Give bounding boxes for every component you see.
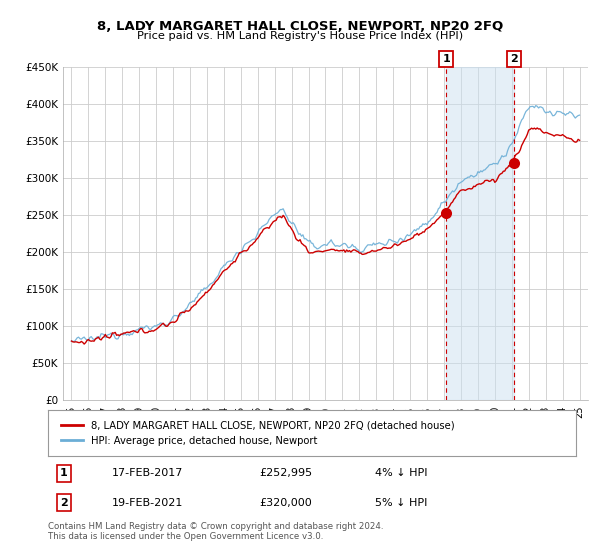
- Text: 2: 2: [510, 54, 518, 64]
- Text: 4% ↓ HPI: 4% ↓ HPI: [376, 468, 428, 478]
- Text: Contains HM Land Registry data © Crown copyright and database right 2024.
This d: Contains HM Land Registry data © Crown c…: [48, 522, 383, 542]
- Text: 8, LADY MARGARET HALL CLOSE, NEWPORT, NP20 2FQ: 8, LADY MARGARET HALL CLOSE, NEWPORT, NP…: [97, 20, 503, 32]
- Text: 1: 1: [60, 468, 68, 478]
- Text: Price paid vs. HM Land Registry's House Price Index (HPI): Price paid vs. HM Land Registry's House …: [137, 31, 463, 41]
- Text: 17-FEB-2017: 17-FEB-2017: [112, 468, 183, 478]
- Text: 19-FEB-2021: 19-FEB-2021: [112, 498, 183, 508]
- Text: £320,000: £320,000: [259, 498, 312, 508]
- Text: 5% ↓ HPI: 5% ↓ HPI: [376, 498, 428, 508]
- Bar: [446, 67, 514, 400]
- Text: £252,995: £252,995: [259, 468, 313, 478]
- Text: 1: 1: [442, 54, 450, 64]
- Text: 2: 2: [60, 498, 68, 508]
- Legend: 8, LADY MARGARET HALL CLOSE, NEWPORT, NP20 2FQ (detached house), HPI: Average pr: 8, LADY MARGARET HALL CLOSE, NEWPORT, NP…: [58, 418, 458, 449]
